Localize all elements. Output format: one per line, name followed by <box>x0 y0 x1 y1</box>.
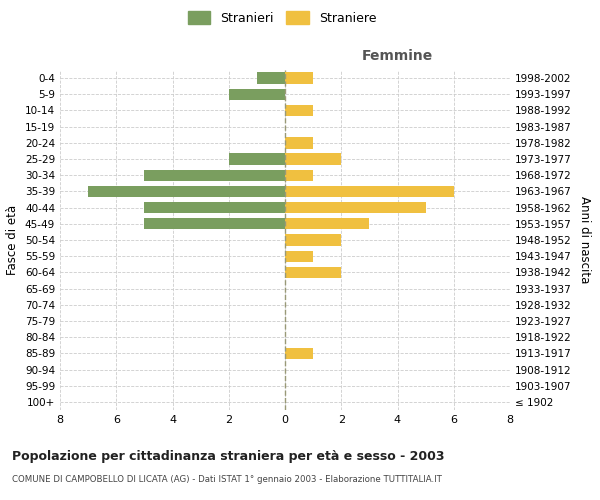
Bar <box>285 250 313 262</box>
Bar <box>285 154 341 164</box>
Bar <box>285 105 313 116</box>
Bar <box>285 202 425 213</box>
Bar <box>257 72 285 84</box>
Bar <box>285 137 313 148</box>
Bar <box>285 72 313 84</box>
Y-axis label: Fasce di età: Fasce di età <box>7 205 19 275</box>
Bar <box>145 170 285 181</box>
Text: Femmine: Femmine <box>362 49 433 63</box>
Bar <box>285 186 454 197</box>
Bar <box>285 218 370 230</box>
Bar <box>145 218 285 230</box>
Text: Popolazione per cittadinanza straniera per età e sesso - 2003: Popolazione per cittadinanza straniera p… <box>12 450 445 463</box>
Bar <box>285 170 313 181</box>
Bar <box>285 266 341 278</box>
Bar <box>229 88 285 100</box>
Bar <box>285 348 313 359</box>
Bar <box>285 234 341 246</box>
Legend: Stranieri, Straniere: Stranieri, Straniere <box>188 11 376 25</box>
Bar <box>88 186 285 197</box>
Bar <box>145 202 285 213</box>
Text: COMUNE DI CAMPOBELLO DI LICATA (AG) - Dati ISTAT 1° gennaio 2003 - Elaborazione : COMUNE DI CAMPOBELLO DI LICATA (AG) - Da… <box>12 475 442 484</box>
Bar <box>229 154 285 164</box>
Y-axis label: Anni di nascita: Anni di nascita <box>578 196 591 284</box>
